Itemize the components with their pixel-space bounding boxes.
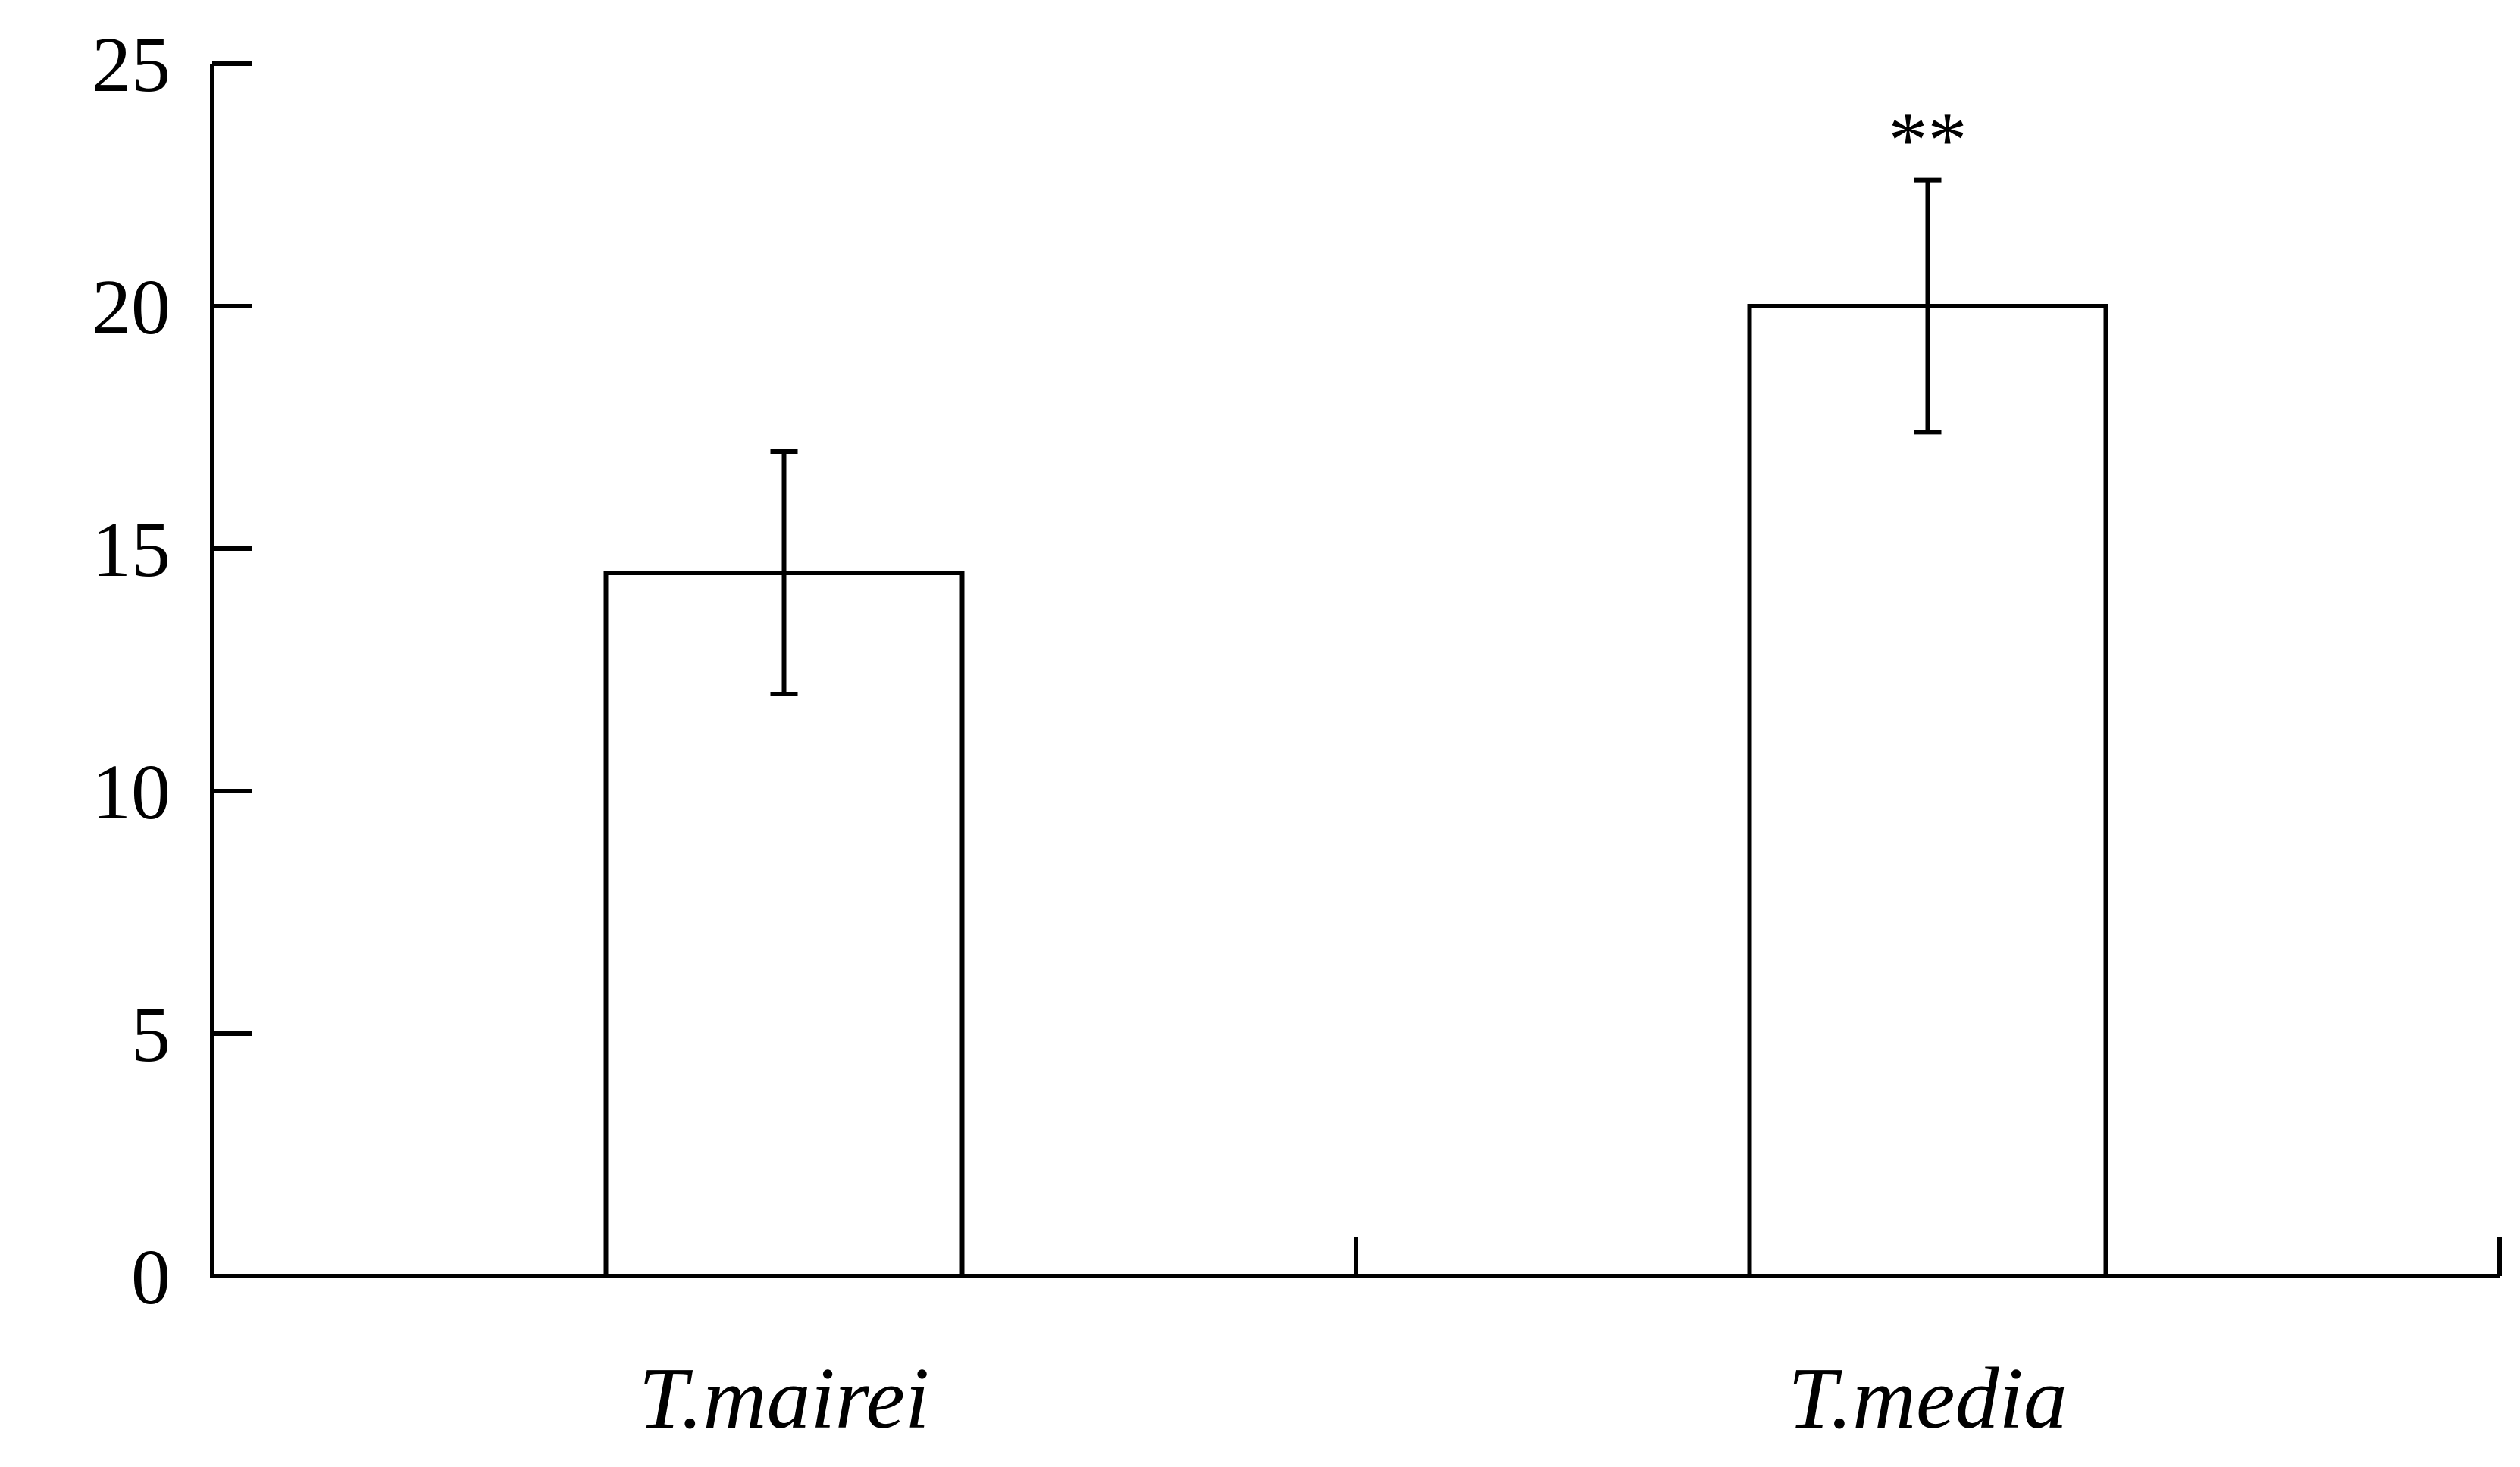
y-tick-label: 15 — [92, 506, 171, 593]
bars — [603, 304, 2108, 1278]
x-axis — [210, 1237, 2502, 1278]
x-category-label: T.media — [1788, 1350, 2067, 1447]
error-bars: ** — [770, 97, 1967, 696]
y-tick-label: 5 — [131, 991, 171, 1078]
y-tick-label: 25 — [92, 21, 171, 108]
y-tick-label: 20 — [92, 264, 171, 351]
y-tick-label: 0 — [131, 1234, 171, 1321]
bar — [1747, 304, 2108, 1278]
y-axis: 0 5 10 15 20 25 — [92, 21, 252, 1321]
significance-marker: ** — [1889, 97, 1967, 184]
y-tick-label: 10 — [92, 749, 171, 836]
x-category-label: T.mairei — [639, 1350, 929, 1447]
category-labels: T.mairei T.media — [639, 1350, 2068, 1447]
